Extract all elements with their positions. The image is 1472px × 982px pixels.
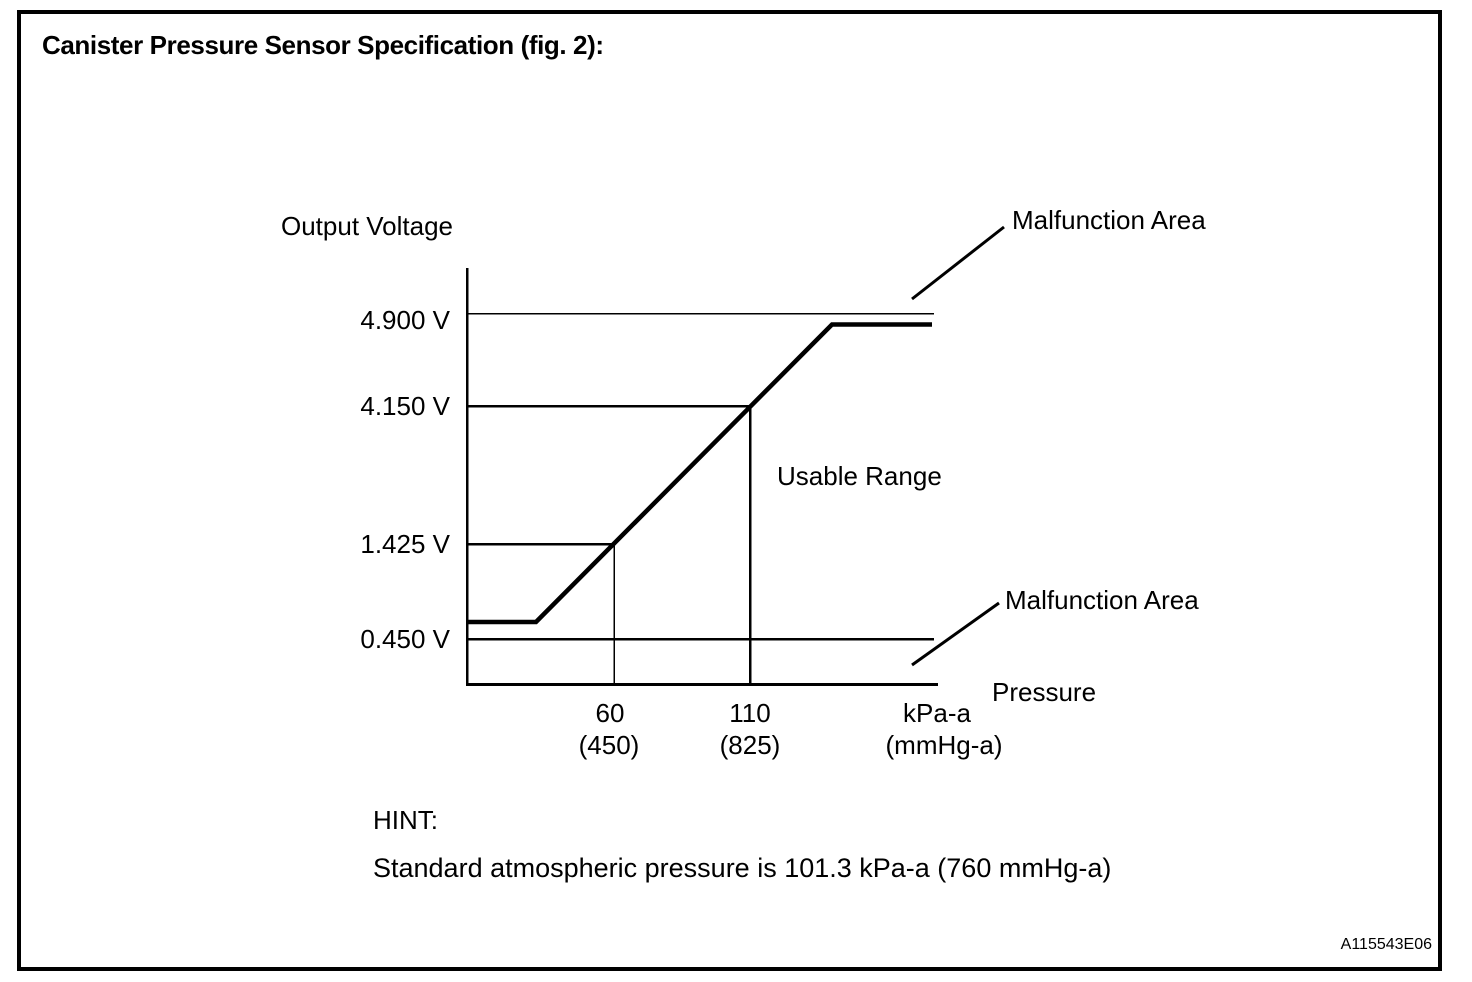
- hint-label: HINT:: [373, 805, 438, 835]
- x-tick-110: 110: [729, 698, 771, 728]
- y-tick-0450: 0.450 V: [360, 624, 450, 654]
- malfunction-area-top-label: Malfunction Area: [1012, 205, 1206, 235]
- x-tick-450: (450): [578, 730, 640, 760]
- x-axis-title: Pressure: [992, 677, 1097, 707]
- y-tick-4900: 4.900 V: [360, 305, 450, 335]
- usable-range-label: Usable Range: [777, 461, 942, 491]
- hint-text: Standard atmospheric pressure is 101.3 k…: [373, 853, 1112, 883]
- y-tick-1425: 1.425 V: [360, 529, 450, 559]
- figure-title: Canister Pressure Sensor Specification (…: [42, 30, 604, 60]
- x-tick-60: 60: [595, 698, 625, 728]
- page-border: [17, 10, 1442, 971]
- y-axis-title: Output Voltage: [281, 211, 454, 241]
- x-tick-825: (825): [719, 730, 781, 760]
- x-unit-kpa: kPa-a: [903, 698, 971, 728]
- figure-code: A115543E06: [1340, 936, 1432, 953]
- x-unit-mmhg: (mmHg-a): [885, 730, 1003, 760]
- y-tick-4150: 4.150 V: [360, 391, 450, 421]
- malfunction-area-bottom-label: Malfunction Area: [1005, 585, 1199, 615]
